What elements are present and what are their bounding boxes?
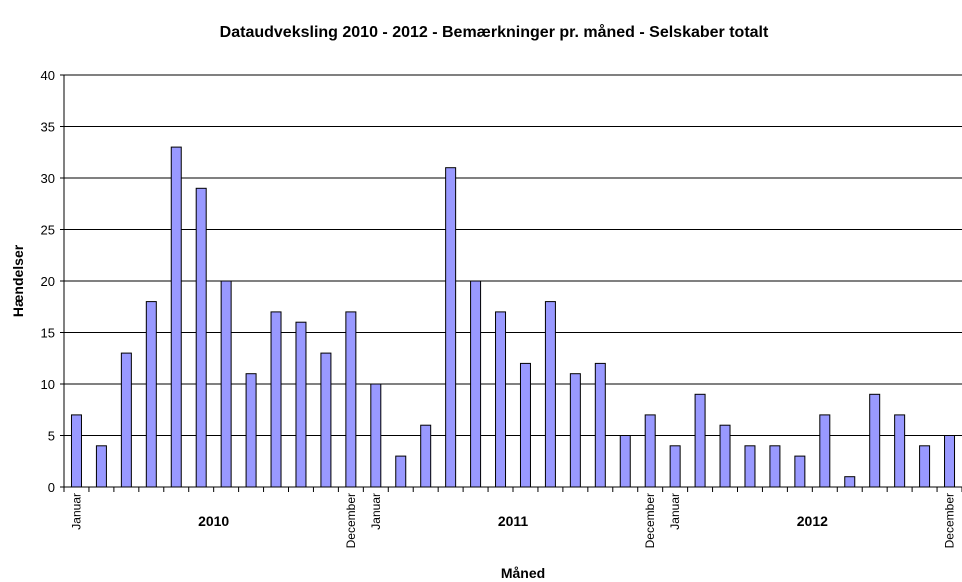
x-tick-label: December <box>344 493 358 548</box>
bar <box>844 476 856 488</box>
y-tick-label: 40 <box>41 68 55 83</box>
bar <box>470 280 482 488</box>
x-tick-label: Januar <box>69 493 83 530</box>
bar <box>944 435 956 488</box>
x-tick-label: Januar <box>369 493 383 530</box>
bar <box>594 362 606 488</box>
x-tick-label: December <box>643 493 657 548</box>
y-tick-label: 30 <box>41 171 55 186</box>
bar <box>220 280 232 488</box>
bar <box>669 445 681 488</box>
bar <box>345 311 357 488</box>
y-tick-label: 5 <box>48 429 55 444</box>
bar <box>819 414 831 488</box>
bar <box>420 424 432 488</box>
bar <box>445 167 457 488</box>
y-tick-label: 25 <box>41 223 55 238</box>
bar <box>644 414 656 488</box>
x-tick-label: December <box>943 493 957 548</box>
y-tick-label: 20 <box>41 274 55 289</box>
y-tick-label: 35 <box>41 120 55 135</box>
bar <box>694 393 706 488</box>
bar <box>270 311 282 488</box>
bar <box>495 311 507 488</box>
bar <box>95 445 107 488</box>
x-axis-title: Måned <box>501 565 545 581</box>
bar <box>120 352 132 488</box>
bar <box>170 146 182 488</box>
bar <box>245 373 257 488</box>
bar <box>145 301 157 488</box>
bar <box>619 435 631 488</box>
bar <box>295 321 307 488</box>
bar <box>769 445 781 488</box>
bar <box>320 352 332 488</box>
bar <box>869 393 881 488</box>
y-tick-label: 0 <box>48 480 55 495</box>
x-tick-label: Januar <box>668 493 682 530</box>
bar <box>744 445 756 488</box>
bar <box>395 455 407 488</box>
bar <box>919 445 931 488</box>
bar <box>370 383 382 488</box>
y-tick-label: 10 <box>41 377 55 392</box>
chart-title: Dataudveksling 2010 - 2012 - Bemærkninge… <box>220 23 769 41</box>
bar <box>544 301 556 488</box>
bar <box>195 187 207 488</box>
group-label: 2012 <box>797 513 828 529</box>
bar <box>519 362 531 488</box>
y-axis-title: Hændelser <box>10 244 26 317</box>
bar <box>894 414 906 488</box>
group-label: 2011 <box>498 513 529 529</box>
bar <box>569 373 581 488</box>
bar <box>794 455 806 488</box>
group-label: 2010 <box>198 513 229 529</box>
bar <box>719 424 731 488</box>
y-tick-label: 15 <box>41 326 55 341</box>
bar <box>70 414 82 488</box>
